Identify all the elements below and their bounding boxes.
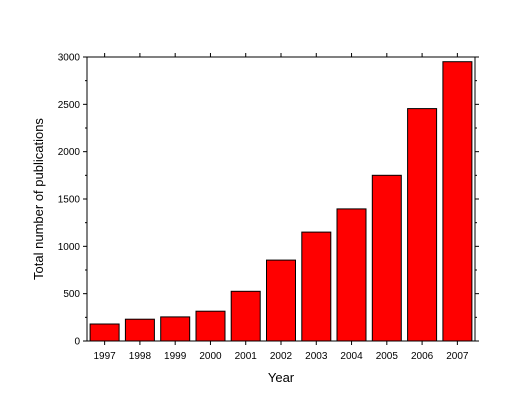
x-tick-label: 2005 xyxy=(376,351,399,362)
y-tick-label: 0 xyxy=(74,337,80,348)
x-tick-label: 2003 xyxy=(305,351,328,362)
y-tick-label: 500 xyxy=(63,289,80,300)
bar-2003 xyxy=(301,231,332,342)
y-tick-label: 2500 xyxy=(58,100,81,111)
x-tick-label: 1997 xyxy=(94,351,117,362)
bar-2004 xyxy=(336,208,367,342)
bar-2002 xyxy=(266,259,296,342)
bar-2001 xyxy=(230,290,261,342)
x-tick-label: 2000 xyxy=(199,351,222,362)
bar-1997 xyxy=(89,323,120,342)
bar-1999 xyxy=(160,316,191,342)
bars-layer xyxy=(89,61,473,342)
axes-layer xyxy=(83,53,479,345)
x-tick-label: 1998 xyxy=(129,351,152,362)
bar-1998 xyxy=(124,318,155,342)
x-tick-label: 2002 xyxy=(270,351,293,362)
y-tick-label: 1000 xyxy=(58,242,81,253)
x-tick-label: 2007 xyxy=(446,351,469,362)
y-tick-label: 1500 xyxy=(58,195,81,206)
bar-2000 xyxy=(195,310,226,342)
x-tick-label: 2004 xyxy=(340,351,363,362)
labels-layer: 0 500 1000 1500 2000 2500 3000 1997 1998 1999 2000… xyxy=(58,53,469,363)
bar-2005 xyxy=(371,174,402,342)
bar-2006 xyxy=(407,108,438,342)
x-tick-label: 1999 xyxy=(164,351,187,362)
x-axis-title: Year xyxy=(268,370,295,385)
y-tick-label: 3000 xyxy=(58,53,81,64)
y-axis-title: Total number of publications xyxy=(31,118,46,280)
y-tick-label: 2000 xyxy=(58,147,81,158)
x-tick-label: 2006 xyxy=(411,351,434,362)
bar-2007 xyxy=(442,61,473,342)
x-tick-label: 2001 xyxy=(235,351,258,362)
